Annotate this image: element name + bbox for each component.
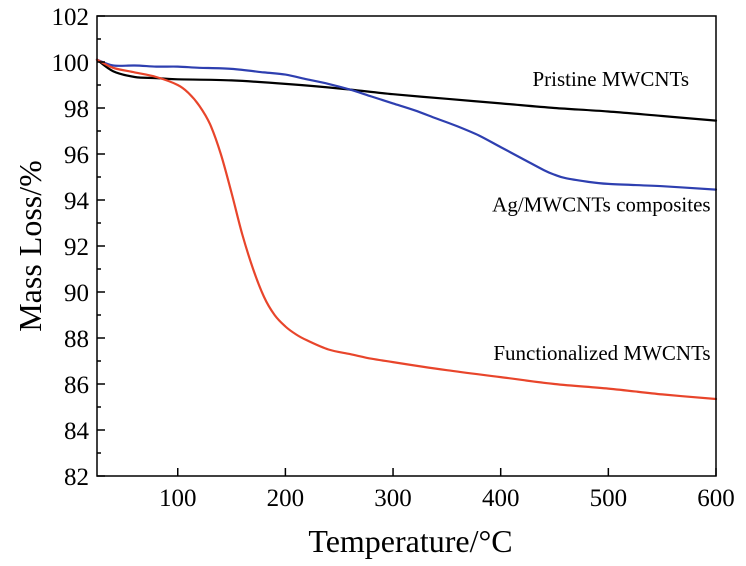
x-tick-label: 100 bbox=[159, 485, 197, 512]
series-line-0 bbox=[95, 58, 718, 122]
annotation-layer: Pristine MWCNTs Ag/MWCNTs composites Funct… bbox=[492, 67, 710, 365]
y-tick-label: 88 bbox=[64, 326, 89, 353]
x-axis-title: Temperature/°C bbox=[308, 523, 512, 559]
series-annotation: Functionalized MWCNTs bbox=[493, 341, 710, 365]
y-tick-label: 100 bbox=[52, 50, 90, 77]
series-annotation: Pristine MWCNTs bbox=[532, 67, 689, 91]
y-tick-label: 102 bbox=[52, 4, 90, 31]
y-tick-label: 98 bbox=[64, 96, 89, 123]
x-tick-label: 400 bbox=[482, 485, 520, 512]
y-tick-label: 94 bbox=[64, 188, 90, 215]
y-axis-title: Mass Loss/% bbox=[12, 160, 48, 332]
y-tick-label: 86 bbox=[64, 372, 89, 399]
y-tick-label: 82 bbox=[64, 464, 89, 491]
y-tick-label: 92 bbox=[64, 234, 89, 261]
series-annotation: Ag/MWCNTs composites bbox=[492, 193, 710, 217]
ticks-layer: 100 200 300 400 500 600 82 84 86 88 90 92 94 96 98 100 1… bbox=[52, 4, 735, 512]
y-tick-label: 90 bbox=[64, 280, 89, 307]
y-tick-label: 84 bbox=[64, 418, 90, 445]
x-tick-label: 300 bbox=[374, 485, 412, 512]
series-line-1 bbox=[95, 58, 718, 191]
y-tick-label: 96 bbox=[64, 142, 89, 169]
series-layer bbox=[95, 58, 718, 401]
x-tick-label: 600 bbox=[697, 485, 735, 512]
series-line-2 bbox=[95, 58, 718, 401]
x-tick-label: 200 bbox=[267, 485, 305, 512]
x-tick-label: 500 bbox=[590, 485, 628, 512]
